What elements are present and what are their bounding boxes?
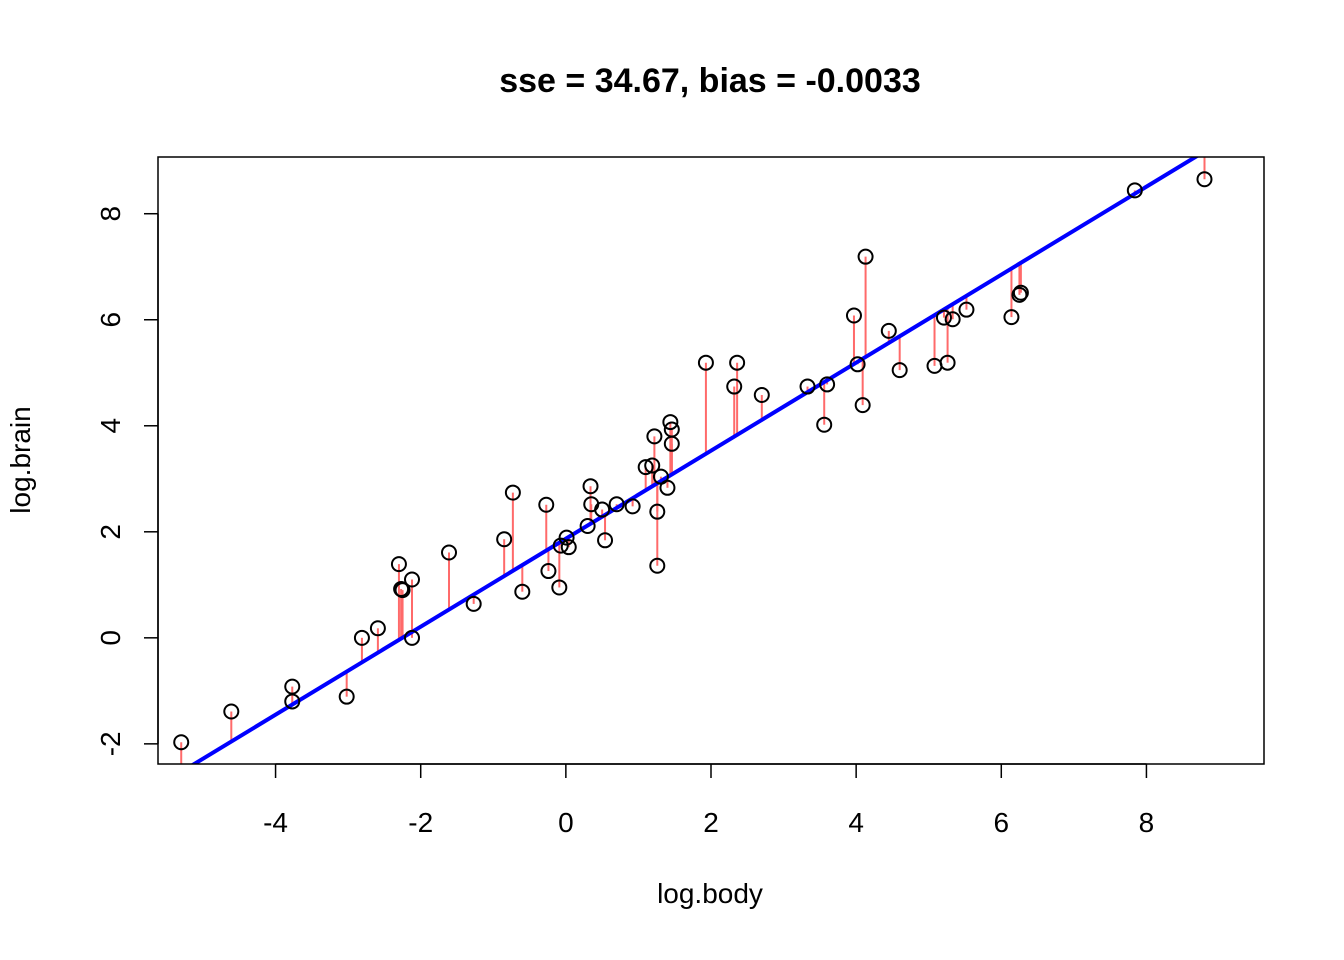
x-tick-label: 2 xyxy=(703,807,719,838)
data-point xyxy=(594,501,611,518)
y-tick-label: -2 xyxy=(95,731,126,756)
data-point xyxy=(1012,284,1029,301)
x-tick-label: 0 xyxy=(558,807,574,838)
data-point xyxy=(558,529,575,546)
data-point xyxy=(659,479,676,496)
data-point xyxy=(369,620,386,637)
data-point xyxy=(390,556,407,573)
data-point xyxy=(799,378,816,395)
data-point xyxy=(753,387,770,404)
plot-frame xyxy=(157,156,1265,765)
data-point xyxy=(540,563,557,580)
x-axis-label: log.body xyxy=(657,878,763,909)
x-tick-label: 6 xyxy=(993,807,1009,838)
data-point xyxy=(729,354,746,371)
data-point xyxy=(849,356,866,373)
data-point xyxy=(560,539,577,556)
data-point xyxy=(538,496,555,513)
y-tick-label: 0 xyxy=(95,630,126,646)
x-tick-label: 8 xyxy=(1139,807,1155,838)
data-point xyxy=(514,583,531,600)
y-tick-label: 6 xyxy=(95,312,126,328)
data-point xyxy=(404,629,421,646)
data-point xyxy=(608,496,625,513)
data-point xyxy=(1126,182,1143,199)
y-tick-label: 2 xyxy=(95,524,126,540)
data-point xyxy=(662,414,679,431)
data-point xyxy=(726,378,743,395)
x-tick-label: -4 xyxy=(263,807,288,838)
data-point xyxy=(646,428,663,445)
data-point xyxy=(465,595,482,612)
data-point xyxy=(441,544,458,561)
data-point xyxy=(958,301,975,318)
data-point xyxy=(663,435,680,452)
data-point xyxy=(404,571,421,588)
data-point xyxy=(891,362,908,379)
data-point xyxy=(939,354,956,371)
data-point xyxy=(394,582,411,599)
data-point xyxy=(582,478,599,495)
data-point xyxy=(649,503,666,520)
data-point xyxy=(496,531,513,548)
y-axis-label: log.brain xyxy=(5,406,36,513)
data-point xyxy=(504,484,521,501)
x-tick-label: 4 xyxy=(848,807,864,838)
data-point xyxy=(649,557,666,574)
data-point xyxy=(819,376,836,393)
data-point xyxy=(1003,309,1020,326)
data-point xyxy=(579,517,596,534)
fit-line-layer xyxy=(190,157,1200,764)
data-point xyxy=(552,537,569,554)
data-point xyxy=(845,307,862,324)
data-point xyxy=(173,734,190,751)
data-point xyxy=(880,322,897,339)
data-point xyxy=(854,397,871,414)
x-axis: -4 -2 0 2 4 6 8 xyxy=(263,763,1155,838)
data-point xyxy=(338,688,355,705)
data-point xyxy=(1011,286,1028,303)
data-point xyxy=(857,248,874,265)
data-point xyxy=(637,459,654,476)
data-point xyxy=(697,354,714,371)
data-point xyxy=(624,498,641,515)
y-axis: -2 0 2 4 6 8 xyxy=(95,206,159,756)
y-tick-label: 4 xyxy=(95,418,126,434)
data-point xyxy=(551,579,568,596)
data-point xyxy=(284,693,301,710)
data-point xyxy=(816,416,833,433)
chart-title: sse = 34.67, bias = -0.0033 xyxy=(499,62,921,100)
y-tick-label: 8 xyxy=(95,206,126,222)
data-point xyxy=(223,703,240,720)
data-point xyxy=(644,457,661,474)
x-tick-label: -2 xyxy=(408,807,433,838)
data-point xyxy=(1196,171,1213,188)
data-point xyxy=(935,309,952,326)
data-point xyxy=(353,629,370,646)
fit-line xyxy=(190,157,1200,764)
data-points xyxy=(173,171,1213,751)
data-point xyxy=(944,311,961,328)
data-point xyxy=(597,532,614,549)
